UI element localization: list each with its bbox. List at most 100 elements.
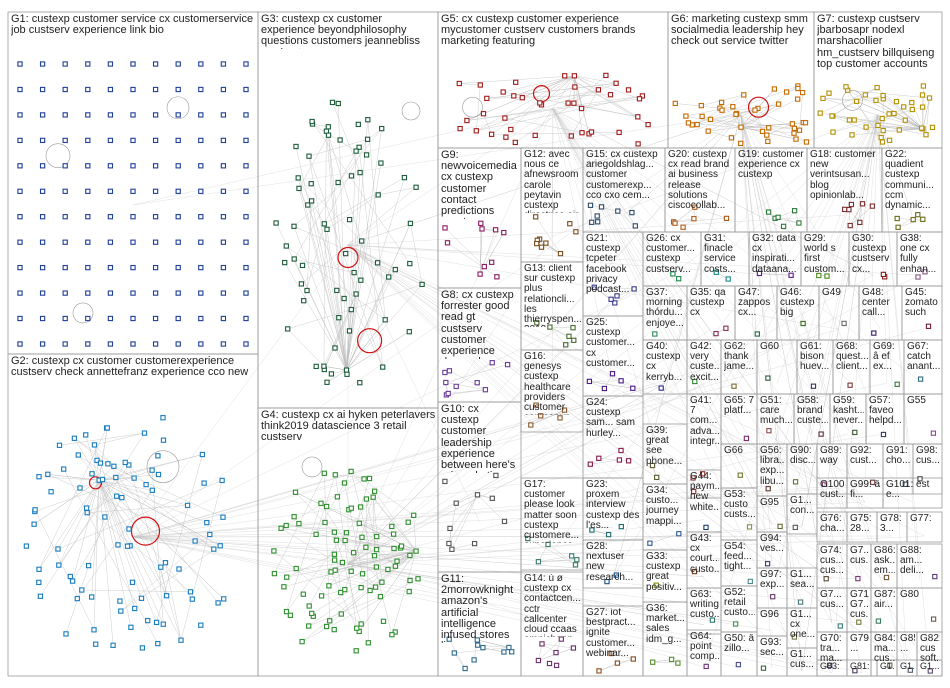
node-g91 (902, 481, 908, 487)
node-g2 (119, 494, 125, 501)
edge (740, 114, 813, 435)
node-g1 (243, 163, 249, 169)
group-box-g78 (876, 511, 908, 543)
node-g30 (880, 271, 887, 278)
edge (859, 203, 863, 223)
node-g11 (471, 657, 477, 663)
edge (98, 480, 157, 623)
edge (445, 364, 508, 383)
group-box-g87 (870, 587, 898, 633)
node-g3 (357, 380, 363, 386)
node-g10 (471, 540, 478, 547)
node-g1 (39, 137, 46, 144)
node-g2 (61, 466, 67, 472)
node-g41 (691, 488, 697, 495)
edge (335, 474, 357, 629)
node-g1 (62, 341, 68, 347)
node-g42 (692, 378, 698, 385)
edge (799, 92, 803, 131)
node-g24 (596, 455, 602, 461)
node-g5 (568, 133, 574, 139)
node-g2 (45, 471, 51, 477)
node-g1 (17, 188, 23, 194)
node-g11 (446, 636, 452, 642)
node-halo (45, 143, 71, 168)
node-g6 (775, 101, 782, 107)
node-g31 (713, 269, 719, 275)
edge (537, 240, 561, 254)
node-g2 (192, 538, 198, 544)
node-g24 (618, 447, 624, 454)
node-g1 (175, 214, 181, 220)
node-g51 (766, 428, 772, 434)
edge (78, 454, 100, 481)
edge (132, 108, 554, 206)
node-g2 (104, 425, 110, 431)
group-box-g9 (437, 147, 522, 289)
node-g27 (608, 650, 614, 657)
node-g44 (703, 524, 709, 531)
node-g2 (155, 640, 161, 647)
edge (347, 244, 480, 522)
edge (759, 273, 792, 276)
node-g1 (243, 86, 249, 93)
node-g7 (880, 127, 886, 134)
edge (324, 177, 405, 225)
edge (374, 491, 417, 552)
node-g1 (175, 188, 181, 194)
node-g2 (138, 595, 145, 601)
edge (477, 639, 509, 648)
node-g13 (563, 342, 569, 348)
node-halo (842, 90, 863, 111)
node-g85 (907, 667, 913, 673)
node-g14 (539, 641, 545, 647)
node-g9 (489, 259, 495, 265)
node-g19 (765, 209, 772, 215)
node-g10 (501, 518, 508, 525)
node-g24 (587, 461, 593, 467)
node-g17 (572, 562, 579, 568)
edge (922, 97, 930, 129)
edge (132, 536, 860, 624)
edge (552, 108, 852, 384)
node-g36 (668, 656, 675, 663)
node-g2 (36, 579, 42, 586)
group-box-g63 (686, 587, 722, 635)
node-g23 (605, 531, 612, 538)
node-g1 (130, 290, 136, 296)
node-g15 (594, 213, 600, 219)
edge (899, 128, 923, 131)
node-g2 (129, 579, 136, 585)
edge (673, 218, 727, 223)
edge (685, 106, 733, 117)
edge (293, 175, 352, 227)
node-g9 (501, 229, 507, 236)
node-g2 (79, 587, 85, 593)
node-g1 (39, 188, 46, 194)
node-g1 (62, 61, 68, 67)
node-g8 (489, 360, 495, 366)
node-g90 (792, 479, 799, 485)
node-g1 (175, 264, 181, 271)
edge (57, 480, 100, 550)
node-g2 (75, 452, 81, 458)
edge (454, 647, 509, 654)
node-g3 (348, 173, 355, 179)
self-loop (357, 328, 383, 354)
edge (822, 98, 857, 102)
group-box-g98 (912, 443, 943, 495)
node-g2 (114, 493, 120, 499)
edge (671, 114, 879, 276)
edge (589, 381, 633, 389)
edge (347, 244, 666, 537)
node-g2 (91, 442, 98, 448)
node-g7 (926, 95, 933, 101)
edge (347, 108, 554, 565)
edge (476, 95, 643, 132)
node-g4 (331, 557, 338, 563)
edge (347, 275, 874, 565)
node-g5 (635, 141, 641, 147)
node-g7 (846, 117, 853, 123)
node-g17 (545, 541, 551, 548)
node-g5 (473, 128, 479, 134)
